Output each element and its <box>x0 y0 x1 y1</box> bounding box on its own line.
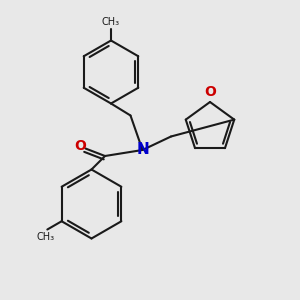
Text: CH₃: CH₃ <box>37 232 55 242</box>
Text: O: O <box>204 85 216 99</box>
Text: O: O <box>74 139 86 153</box>
Text: N: N <box>136 142 149 158</box>
Text: CH₃: CH₃ <box>102 17 120 27</box>
